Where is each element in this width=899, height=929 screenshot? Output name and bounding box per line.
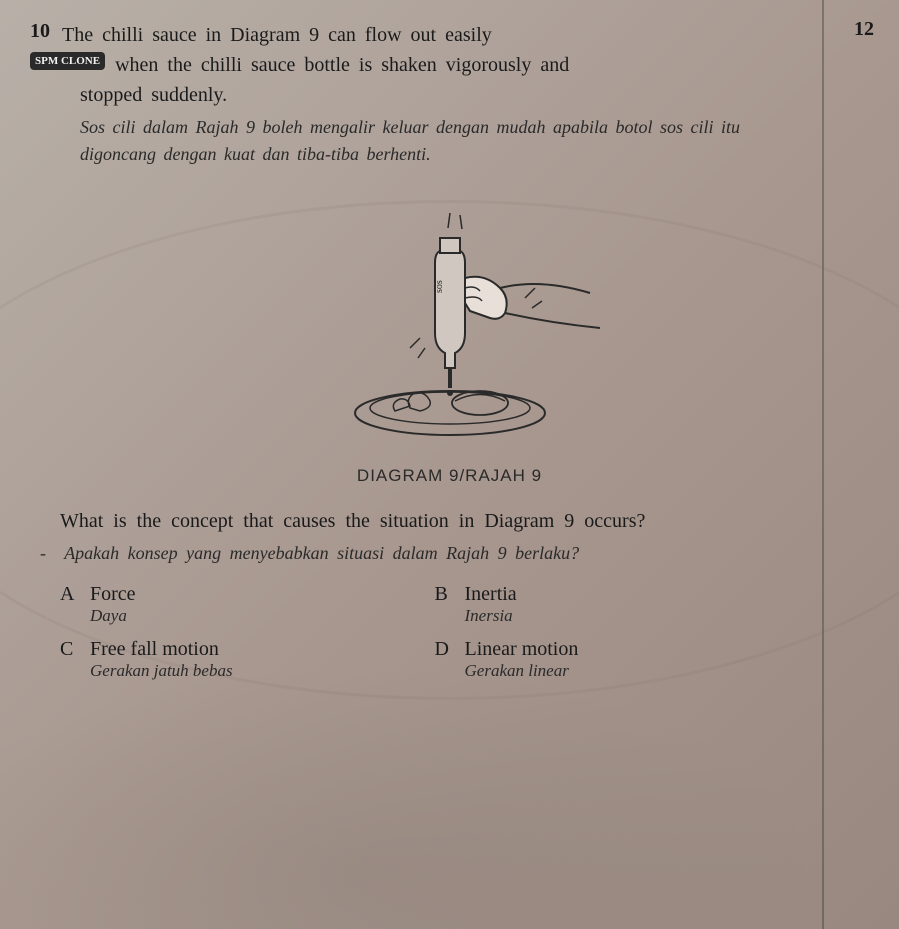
option-a-my: Daya bbox=[90, 606, 136, 626]
option-c-my: Gerakan jatuh bebas bbox=[90, 661, 233, 681]
question-line-1: 10 The chilli sauce in Diagram 9 can flo… bbox=[30, 20, 789, 50]
option-c-en: Free fall motion bbox=[90, 638, 233, 661]
spm-clone-badge: SPM CLONE bbox=[30, 52, 105, 70]
diagram-caption: DIAGRAM 9/RAJAH 9 bbox=[30, 466, 869, 486]
question-text-my: Sos cili dalam Rajah 9 boleh mengalir ke… bbox=[80, 114, 789, 168]
option-text-a: Force Daya bbox=[90, 583, 136, 626]
sub-question-my-text: Apakah konsep yang menyebabkan situasi d… bbox=[64, 543, 579, 563]
sub-question-en: What is the concept that causes the situ… bbox=[60, 506, 789, 536]
option-text-d: Linear motion Gerakan linear bbox=[465, 638, 579, 681]
option-b-my: Inersia bbox=[465, 606, 517, 626]
option-letter-c: C bbox=[60, 638, 90, 661]
option-d[interactable]: D Linear motion Gerakan linear bbox=[435, 638, 790, 681]
option-text-b: Inertia Inersia bbox=[465, 583, 517, 626]
option-b-en: Inertia bbox=[465, 583, 517, 606]
indent-block: stopped suddenly. Sos cili dalam Rajah 9… bbox=[80, 80, 789, 168]
option-d-en: Linear motion bbox=[465, 638, 579, 661]
option-a-en: Force bbox=[90, 583, 136, 606]
sub-question-block: What is the concept that causes the situ… bbox=[60, 506, 869, 681]
side-question-number: 12 bbox=[854, 18, 874, 41]
diagram-container: sos DIAGRAM 9/RAJAH 9 bbox=[30, 193, 869, 486]
question-text-en-3: stopped suddenly. bbox=[80, 84, 227, 106]
option-letter-b: B bbox=[435, 583, 465, 606]
option-b[interactable]: B Inertia Inersia bbox=[435, 583, 790, 626]
dash-prefix: - bbox=[40, 540, 46, 567]
question-block: 10 The chilli sauce in Diagram 9 can flo… bbox=[30, 20, 869, 168]
option-d-my: Gerakan linear bbox=[465, 661, 579, 681]
question-number: 10 bbox=[30, 20, 50, 43]
svg-text:sos: sos bbox=[434, 280, 445, 293]
question-line-2: SPM CLONE when the chilli sauce bottle i… bbox=[30, 50, 789, 80]
options-container: A Force Daya B Inertia Inersia C Free fa… bbox=[60, 583, 789, 681]
sub-question-my: - Apakah konsep yang menyebabkan situasi… bbox=[60, 540, 789, 567]
option-text-c: Free fall motion Gerakan jatuh bebas bbox=[90, 638, 233, 681]
page-container: 12 10 The chilli sauce in Diagram 9 can … bbox=[0, 0, 899, 929]
option-c[interactable]: C Free fall motion Gerakan jatuh bebas bbox=[60, 638, 415, 681]
option-letter-d: D bbox=[435, 638, 465, 661]
option-letter-a: A bbox=[60, 583, 90, 606]
question-text-en-1: The chilli sauce in Diagram 9 can flow o… bbox=[62, 24, 492, 46]
option-a[interactable]: A Force Daya bbox=[60, 583, 415, 626]
question-text-en-2: when the chilli sauce bottle is shaken v… bbox=[115, 54, 569, 76]
diagram-illustration: sos bbox=[290, 193, 610, 453]
